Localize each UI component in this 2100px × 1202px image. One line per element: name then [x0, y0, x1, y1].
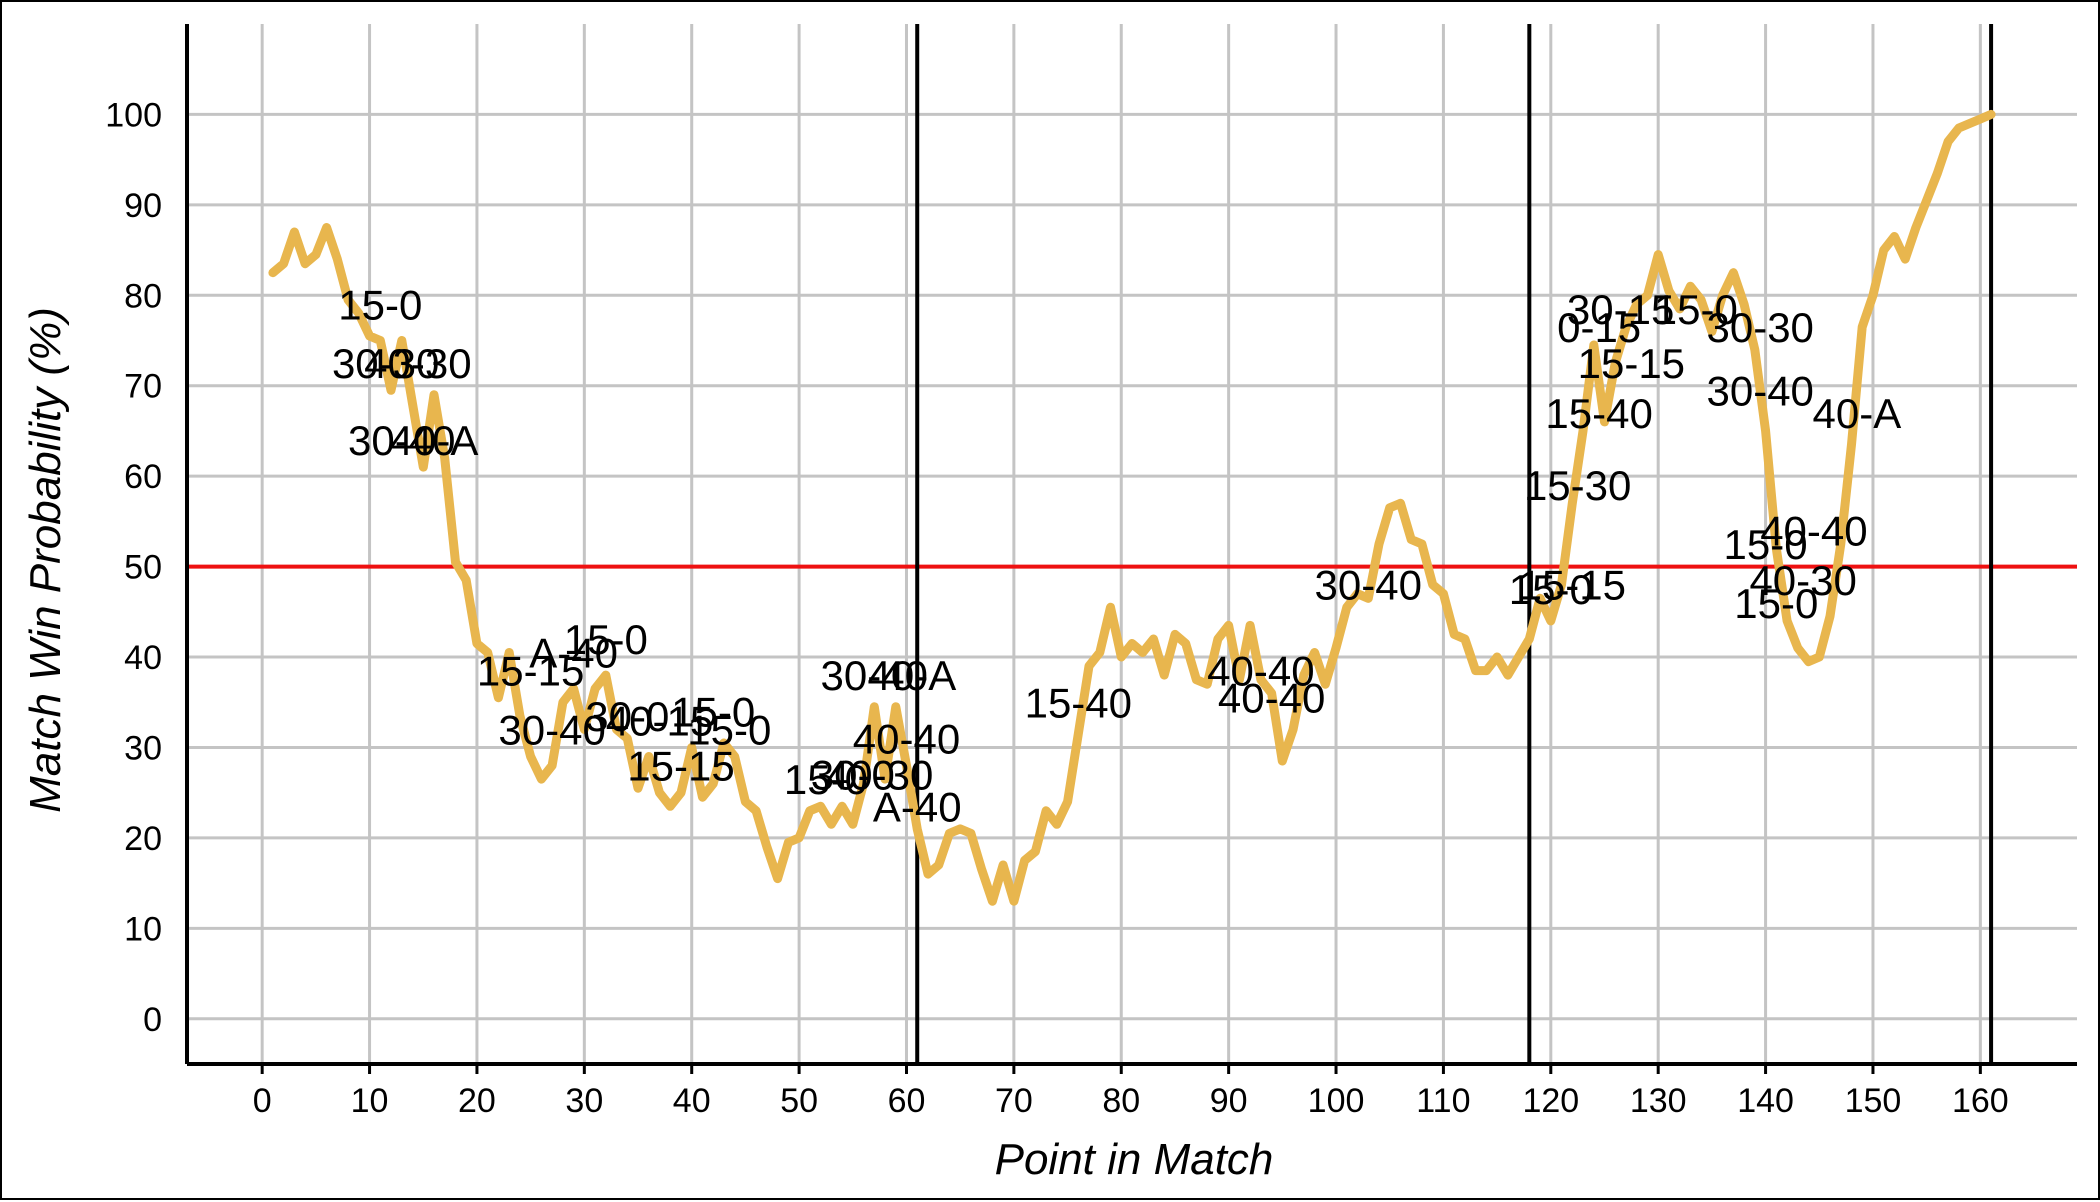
- axes: [185, 24, 2077, 1074]
- score-annotation: 30-40: [1706, 367, 1813, 414]
- score-annotation: 30-15: [1567, 286, 1674, 333]
- score-annotation: 40-A: [390, 417, 479, 464]
- y-tick-label-0: 0: [143, 1001, 162, 1039]
- y-tick-label-50: 50: [124, 549, 162, 587]
- score-annotation: 30-40: [1315, 562, 1422, 609]
- y-tick-label-40: 40: [124, 639, 162, 677]
- x-tick-label-140: 140: [1737, 1082, 1794, 1120]
- x-axis-title: Point in Match: [995, 1135, 1274, 1184]
- score-annotation: 15-15: [1578, 340, 1685, 387]
- score-annotation: 15-0: [1509, 566, 1593, 613]
- score-annotation: 15-15: [627, 743, 734, 790]
- y-tick-label-100: 100: [105, 96, 162, 134]
- y-axis-title: Match Win Probability (%): [21, 307, 70, 813]
- score-annotation: 15-15: [1519, 562, 1626, 609]
- x-tick-label-160: 160: [1952, 1082, 2009, 1120]
- score-annotation: 15-0: [687, 706, 771, 753]
- x-tick-label-130: 130: [1630, 1082, 1687, 1120]
- set-marker-layer: [915, 24, 1994, 1064]
- y-tick-label-70: 70: [124, 368, 162, 406]
- x-tick-label-80: 80: [1102, 1082, 1140, 1120]
- score-annotation: 30-40: [821, 652, 928, 699]
- score-annotation: 15-0: [671, 688, 755, 735]
- series-layer: [268, 109, 1996, 906]
- score-annotation: 40-30: [826, 752, 933, 799]
- annotation-layer: 15-030-3040-3030-4040-A15-15A-4015-030-4…: [332, 281, 1901, 830]
- x-tick-label-90: 90: [1210, 1082, 1248, 1120]
- x-tick-label-10: 10: [351, 1082, 389, 1120]
- score-annotation: 40-40: [1207, 648, 1314, 695]
- score-annotation: 40-40: [1218, 675, 1325, 722]
- tick-label-layer: 0 10 20 30 40 50 60 70 80 90 100 110 120 130 140 150 160…: [105, 96, 2008, 1120]
- score-annotation: 15-15: [477, 648, 584, 695]
- y-tick-label-10: 10: [124, 910, 162, 948]
- score-annotation: 15-40: [1545, 390, 1652, 437]
- score-annotation: 30-0: [585, 693, 669, 740]
- y-tick-label-30: 30: [124, 729, 162, 767]
- score-annotation: 15-0: [564, 616, 648, 663]
- y-tick-label-80: 80: [124, 277, 162, 315]
- x-tick-label-40: 40: [673, 1082, 711, 1120]
- x-tick-label-70: 70: [995, 1082, 1033, 1120]
- x-tick-label-30: 30: [565, 1082, 603, 1120]
- win-probability-line: [268, 109, 1996, 906]
- score-annotation: 40-A: [1812, 390, 1901, 437]
- x-tick-label-110: 110: [1416, 1082, 1470, 1120]
- score-annotation: 40-A: [867, 652, 956, 699]
- y-tick-label-20: 20: [124, 820, 162, 858]
- score-annotation: 40-40: [853, 715, 960, 762]
- score-annotation: 40-30: [364, 340, 471, 387]
- score-annotation: 15-0: [338, 281, 422, 328]
- x-tick-label-20: 20: [458, 1082, 496, 1120]
- score-annotation: 30-40: [498, 706, 605, 753]
- score-annotation: 40-30: [1749, 557, 1856, 604]
- x-tick-label-100: 100: [1308, 1082, 1365, 1120]
- y-tick-label-90: 90: [124, 187, 162, 225]
- score-annotation: 30-40: [348, 417, 455, 464]
- x-tick-label-0: 0: [253, 1082, 272, 1120]
- x-tick-label-120: 120: [1522, 1082, 1579, 1120]
- score-annotation: 40-15: [606, 697, 713, 744]
- x-tick-label-60: 60: [888, 1082, 926, 1120]
- score-annotation: 15-0: [784, 756, 868, 803]
- score-annotation: 15-30: [1524, 462, 1631, 509]
- x-tick-label-150: 150: [1845, 1082, 1902, 1120]
- score-annotation: 40-40: [1760, 507, 1867, 554]
- score-annotation: 30-0: [811, 752, 895, 799]
- score-annotation: 15-0: [1724, 521, 1808, 568]
- score-annotation: 30-30: [332, 340, 439, 387]
- score-annotation: 15-0: [1654, 286, 1738, 333]
- x-tick-label-50: 50: [780, 1082, 818, 1120]
- score-annotation: 15-0: [1734, 580, 1818, 627]
- score-annotation: 15-40: [1025, 679, 1132, 726]
- score-annotation: A-40: [529, 630, 618, 677]
- y-tick-label-60: 60: [124, 458, 162, 496]
- score-annotation: A-40: [873, 783, 962, 830]
- score-annotation: 30-30: [1706, 304, 1813, 351]
- score-annotation: 0-15: [1557, 304, 1641, 351]
